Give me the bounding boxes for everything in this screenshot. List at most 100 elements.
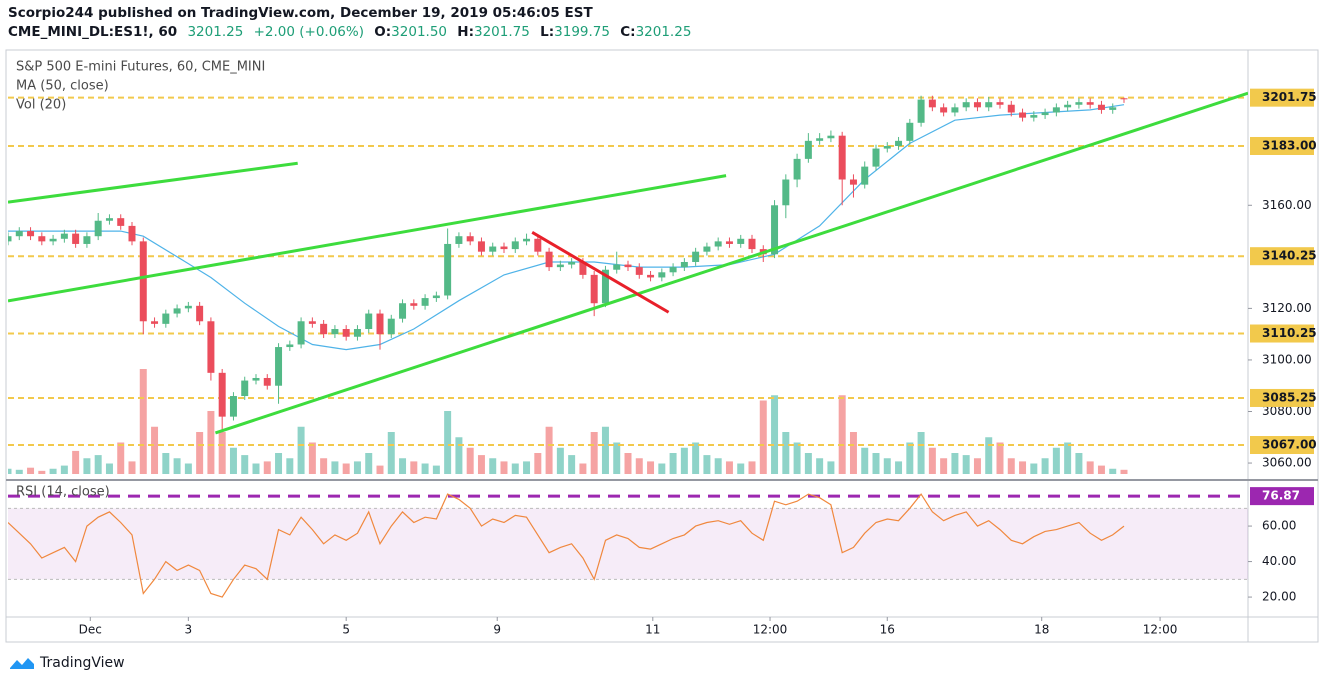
candle-body: [72, 233, 80, 244]
volume-bar: [196, 432, 204, 474]
volume-bar: [139, 369, 147, 474]
ohlc-value: 3199.75: [554, 24, 610, 40]
symbol: CME_MINI_DL:ES1!, 60: [8, 24, 178, 40]
candle-body: [962, 102, 970, 108]
candle-body: [196, 305, 204, 322]
candle-body: [804, 140, 812, 159]
volume-bar: [962, 455, 970, 474]
candle-body: [173, 308, 181, 314]
candle-body: [421, 298, 429, 306]
candle-body: [15, 231, 23, 237]
volume-bar: [737, 463, 745, 474]
volume-bar: [444, 411, 452, 474]
candle-body: [692, 251, 700, 262]
x-tick-label: Dec: [79, 623, 102, 637]
x-tick-label: 5: [342, 623, 350, 637]
volume-bar: [725, 461, 733, 474]
volume-bar: [27, 467, 35, 474]
level-label-box: [1250, 136, 1314, 155]
candle-body: [297, 321, 305, 345]
volume-bar: [523, 461, 531, 474]
volume-bar: [703, 455, 711, 474]
volume-bar: [511, 463, 519, 474]
trendline: [8, 161, 298, 204]
volume-bar: [883, 458, 891, 474]
ma-legend: MA (50, close): [16, 79, 109, 94]
candle-body: [748, 238, 756, 250]
trendline: [531, 231, 670, 314]
volume-bar: [1019, 461, 1027, 474]
volume-bar: [973, 458, 981, 474]
volume-bar: [928, 447, 936, 474]
candle-body: [60, 233, 68, 239]
level-label: 3085.25: [1262, 390, 1317, 404]
candle-body: [151, 321, 159, 324]
candle-body: [365, 313, 373, 330]
pane-title: RSI (14, close): [16, 485, 110, 500]
volume-bar: [1097, 465, 1105, 474]
volume-bar: [162, 453, 170, 474]
volume-bar: [1109, 468, 1117, 474]
volume-bar: [342, 463, 350, 474]
candle-body: [1052, 107, 1060, 113]
volume-bar: [951, 453, 959, 474]
candle-body: [477, 241, 485, 252]
candle-body: [218, 372, 226, 417]
candle-body: [872, 148, 880, 167]
volume-bar: [793, 442, 801, 474]
volume-bar: [534, 453, 542, 474]
candle-body: [714, 241, 722, 247]
candle-body: [466, 236, 474, 242]
volume-bar: [816, 458, 824, 474]
candle-body: [500, 246, 508, 250]
candle-body: [139, 241, 147, 322]
volume-bar: [579, 463, 587, 474]
candle-body: [838, 135, 846, 180]
candle-body: [308, 321, 316, 324]
candle-body: [782, 179, 790, 206]
ohlc-value: 3201.25: [635, 24, 692, 40]
candle-body: [8, 236, 12, 242]
ohlc-label: O:: [374, 24, 392, 40]
publisher: Scorpio244 published on TradingView.com,…: [8, 5, 593, 21]
y-tick-label: 3160.00: [1262, 198, 1312, 212]
volume-bar: [184, 463, 192, 474]
candle-body: [568, 261, 576, 265]
level-label: 3067.00: [1262, 438, 1317, 452]
rsi-band: [8, 508, 1248, 580]
rsi-pane: [8, 493, 1248, 598]
candle-body: [624, 264, 632, 268]
candle-body: [635, 267, 643, 275]
candle-body: [376, 313, 384, 335]
candle-body: [613, 264, 621, 270]
volume-bar: [72, 450, 80, 474]
candle-body: [883, 145, 891, 149]
candle-body: [489, 246, 497, 252]
volume-bar: [714, 458, 722, 474]
ohlc-label: C:: [620, 24, 636, 40]
volume-bar: [477, 455, 485, 474]
candle-body: [1086, 102, 1094, 105]
candle-body: [658, 272, 666, 278]
y-tick-label: 60.00: [1262, 519, 1296, 533]
volume-bar: [241, 455, 249, 474]
volume-bar: [895, 461, 903, 474]
candle-body: [556, 264, 564, 268]
candle-body: [320, 323, 328, 335]
volume-bar: [320, 458, 328, 474]
volume-bar: [1041, 458, 1049, 474]
candle-body: [38, 236, 46, 242]
ohlc-value: 3201.50: [391, 24, 447, 40]
candle-body: [128, 225, 136, 242]
volume-bar: [1030, 463, 1038, 474]
volume-bar: [353, 461, 361, 474]
volume-bar: [545, 426, 553, 474]
volume-bar: [297, 426, 305, 474]
candle-body: [771, 205, 779, 255]
volume-bar: [500, 461, 508, 474]
volume-bar: [15, 469, 23, 474]
volume-bar: [331, 461, 339, 474]
candle-body: [1019, 112, 1027, 118]
candle-body: [1109, 107, 1117, 110]
volume-bar: [173, 458, 181, 474]
